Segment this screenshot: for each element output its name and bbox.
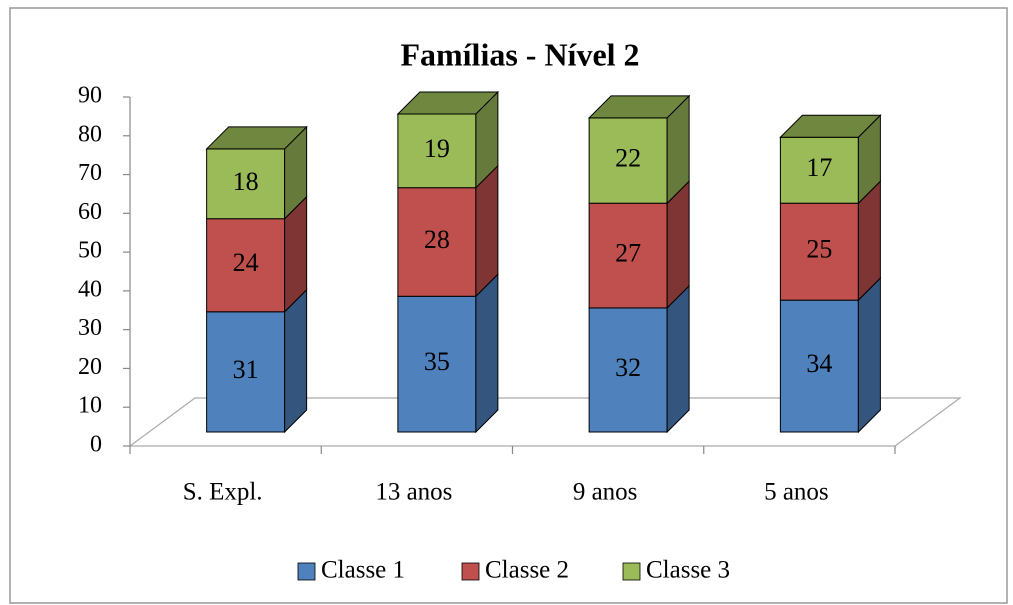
bar-front	[588, 307, 668, 433]
legend-swatch	[622, 562, 641, 581]
data-label: 17	[806, 153, 832, 182]
bar-side	[475, 273, 499, 434]
bar-front	[588, 202, 668, 309]
data-label: 25	[806, 235, 832, 264]
chart-title: Famílias - Nível 2	[400, 36, 639, 72]
y-tick-label: 40	[78, 276, 102, 302]
bar-front	[206, 218, 286, 313]
y-tick-label: 70	[78, 160, 102, 186]
legend-swatch	[461, 562, 480, 581]
y-tick-label: 0	[90, 432, 102, 458]
chart-border	[9, 7, 1008, 604]
x-tick-label: 5 anos	[764, 479, 829, 506]
data-label: 19	[424, 134, 450, 163]
bar-top	[587, 95, 691, 119]
bar-front	[397, 295, 477, 433]
data-label: 32	[615, 353, 641, 382]
bar-front	[588, 117, 668, 204]
bar-side	[857, 276, 881, 434]
data-label: 27	[615, 239, 641, 268]
data-label: 24	[233, 248, 259, 277]
y-tick-label: 50	[78, 238, 102, 264]
data-label: 34	[806, 349, 832, 378]
bar-top	[779, 114, 882, 138]
bar-front	[397, 113, 477, 189]
y-tick-label: 30	[78, 315, 102, 341]
x-tick-label: S. Expl.	[183, 479, 263, 506]
y-tick-label: 20	[78, 354, 102, 380]
bar-top	[396, 91, 500, 115]
y-tick-label: 60	[78, 199, 102, 225]
x-tick-label: 9 anos	[573, 479, 638, 506]
bar-side	[666, 284, 690, 434]
legend-label: Classe 2	[485, 557, 569, 584]
legend-label: Classe 1	[321, 557, 405, 584]
legend-label: Classe 3	[646, 557, 730, 584]
bar-front	[397, 187, 477, 297]
legend-swatch	[297, 562, 316, 581]
bar-top	[205, 126, 308, 150]
y-tick-label: 80	[78, 121, 102, 147]
bar-front	[779, 299, 859, 433]
bar-side	[284, 288, 308, 434]
y-tick-label: 90	[78, 83, 102, 109]
data-label: 28	[424, 225, 450, 254]
y-tick-label: 10	[78, 393, 102, 419]
floor	[128, 397, 962, 447]
x-tick-label: 13 anos	[375, 479, 452, 506]
data-label: 31	[233, 355, 259, 384]
data-label: 22	[615, 144, 641, 173]
bar-front	[779, 202, 859, 301]
data-label: 35	[424, 347, 450, 376]
data-label: 18	[233, 167, 259, 196]
bar-side	[475, 164, 499, 298]
